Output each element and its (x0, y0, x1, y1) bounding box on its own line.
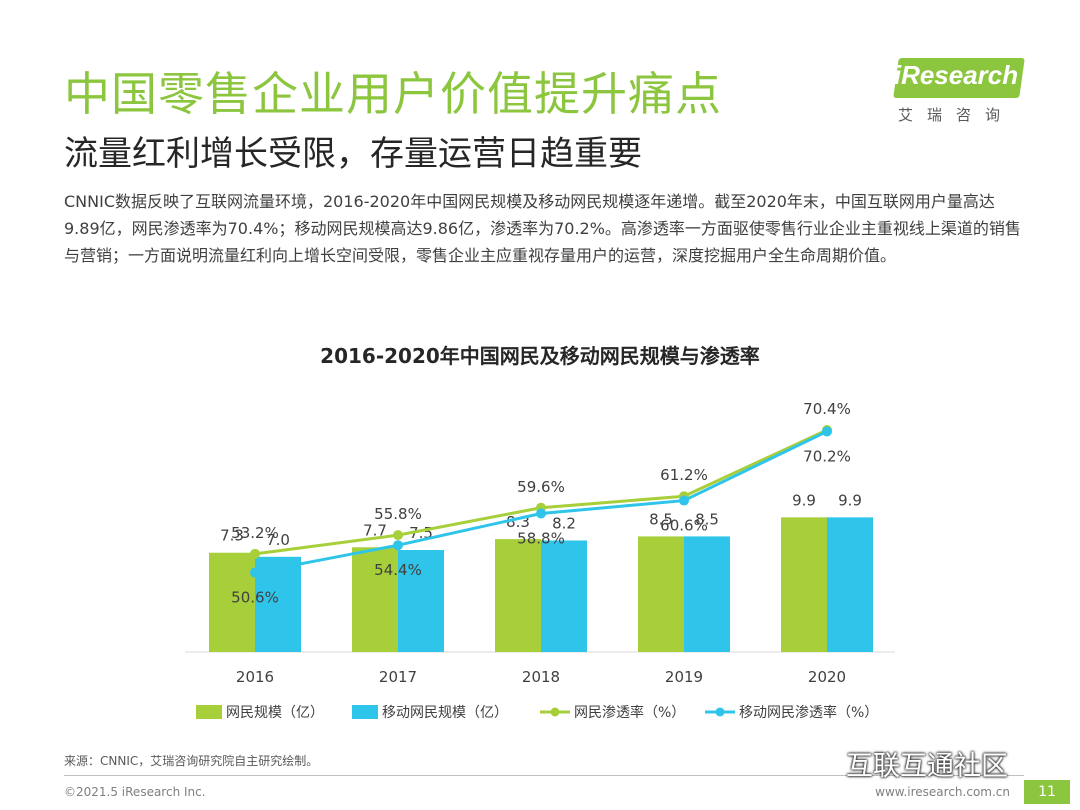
line-label: 61.2% (660, 466, 708, 484)
x-tick-label: 2017 (379, 668, 417, 686)
bar-netizen-2016 (209, 552, 255, 652)
line-label: 59.6% (517, 478, 565, 496)
legend-marker (550, 707, 560, 717)
line-label: 54.4% (374, 561, 422, 579)
legend-label: 网民规模（亿） (226, 705, 324, 721)
bar-mobile-2018 (541, 540, 587, 652)
bar-netizen-2020 (781, 517, 827, 652)
bar-label: 7.7 (363, 521, 387, 539)
bar-label: 8.5 (695, 510, 719, 528)
x-tick-label: 2016 (236, 668, 274, 686)
line-point (250, 548, 260, 559)
bar-mobile-2020 (827, 517, 873, 652)
legend-label: 移动网民渗透率（%） (739, 704, 878, 721)
line-label: 58.8% (517, 530, 565, 548)
line-label: 60.6% (660, 517, 708, 535)
legend-label: 网民渗透率（%） (574, 704, 685, 721)
watermark: 互联互通社区 (846, 751, 1008, 782)
bar-mobile-2019 (684, 536, 730, 652)
description-paragraph: CNNIC数据反映了互联网流量环境，2016-2020年中国网民规模及移动网民规… (64, 192, 1021, 265)
line-point (393, 530, 403, 541)
chart-title: 2016-2020年中国网民及移动网民规模与渗透率 (320, 344, 760, 368)
bar-netizen-2019 (638, 536, 684, 652)
legend-label: 移动网民规模（亿） (382, 705, 508, 721)
bar-label: 9.9 (838, 491, 862, 509)
line-point (822, 426, 832, 437)
website-link[interactable]: www.iresearch.com.cn (875, 785, 1010, 799)
bar-label: 7.3 (220, 527, 244, 545)
logo-subtext: 艾瑞咨询 (897, 106, 1014, 124)
line-label: 53.2% (231, 524, 279, 542)
line-point (679, 495, 689, 506)
line-label: 50.6% (231, 589, 279, 607)
bar-label: 8.2 (552, 514, 576, 532)
line-point (250, 567, 260, 578)
bar-netizen-2017 (352, 547, 398, 652)
line-label: 70.2% (803, 447, 851, 465)
footer-divider (64, 775, 1024, 776)
x-tick-label: 2019 (665, 668, 703, 686)
x-tick-label: 2020 (808, 668, 846, 686)
line-point (536, 508, 546, 519)
page-number: 11 (1024, 780, 1070, 804)
iresearch-logo: iResearch 艾瑞咨询 (890, 58, 1025, 128)
line-label: 55.8% (374, 505, 422, 523)
x-tick-label: 2018 (522, 668, 560, 686)
bar-netizen-2018 (495, 539, 541, 652)
bar-mobile-2016 (255, 556, 301, 652)
copyright: ©2021.5 iResearch Inc. (64, 785, 206, 799)
legend-swatch (196, 705, 222, 719)
logo-text: iResearch (893, 60, 1019, 90)
legend-swatch (352, 705, 378, 719)
bar-mobile-2017 (398, 550, 444, 652)
page-subtitle: 流量红利增长受限，存量运营日趋重要 (64, 134, 642, 174)
bar-label: 8.5 (649, 510, 673, 528)
line-label: 70.4% (803, 400, 851, 418)
page-title: 中国零售企业用户价值提升痛点 (64, 67, 722, 121)
source-note: 来源：CNNIC，艾瑞咨询研究院自主研究绘制。 (64, 754, 319, 768)
bar-label: 9.9 (792, 491, 816, 509)
legend-marker (715, 707, 725, 717)
line-point (393, 540, 403, 551)
bar-label: 7.0 (266, 531, 290, 549)
